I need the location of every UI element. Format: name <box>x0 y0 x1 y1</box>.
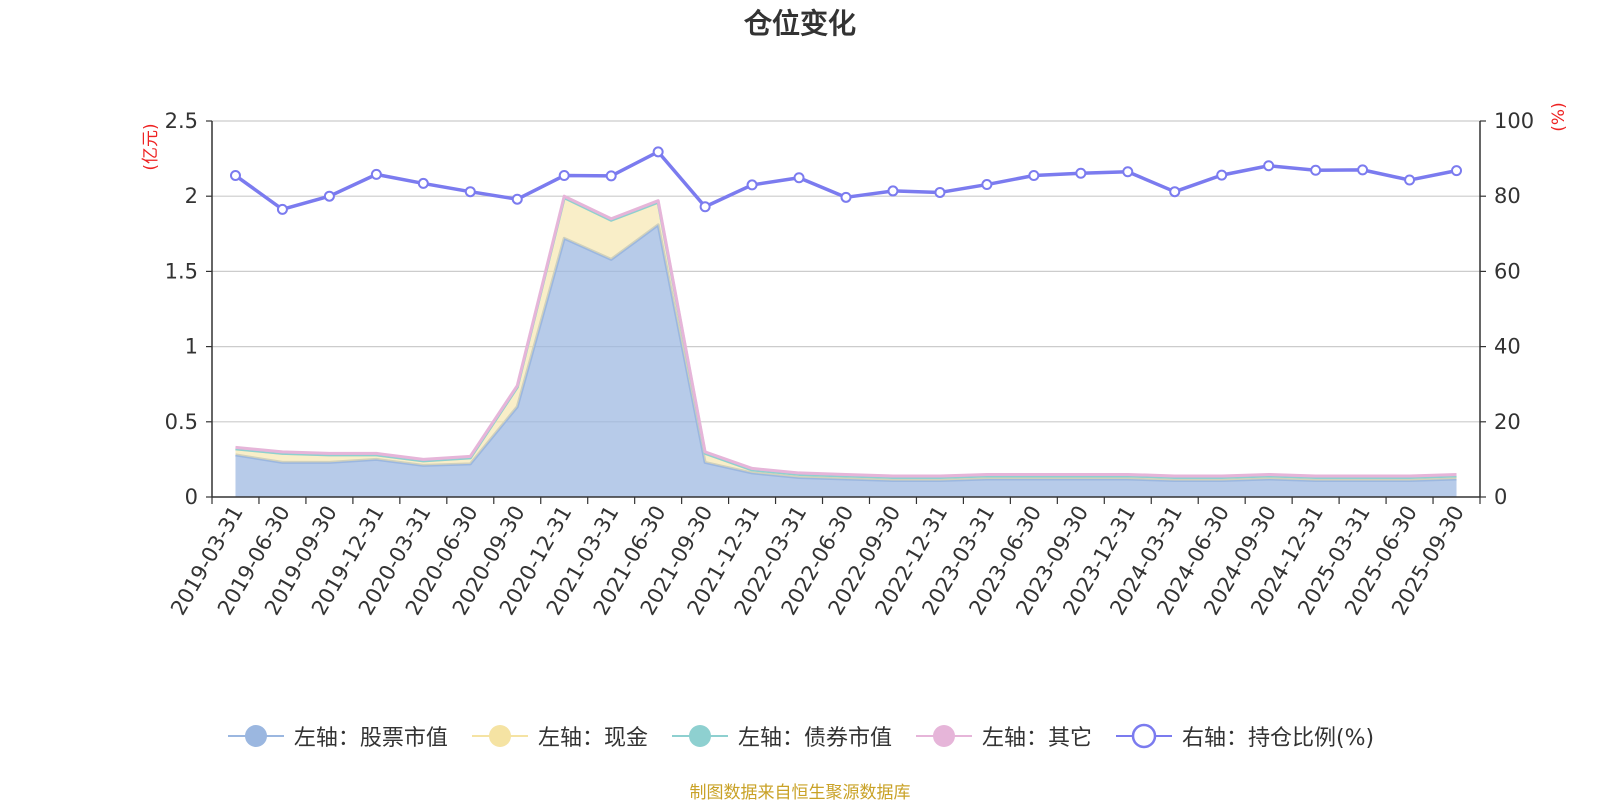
left-axis-tick-label: 2 <box>185 184 198 208</box>
line-point <box>558 170 570 182</box>
line-point <box>1310 164 1322 176</box>
legend-swatch <box>227 725 284 747</box>
line-point <box>887 185 899 197</box>
line-point <box>699 201 711 213</box>
area-3 <box>235 197 1457 478</box>
chart-svg: 00.511.522.5020406080100(亿元)(%)2019-03-3… <box>141 102 1569 619</box>
line-point <box>746 179 758 191</box>
area-line-3 <box>235 196 1457 479</box>
line-point <box>276 203 288 215</box>
legend-label: 左轴：债券市值 <box>737 726 892 751</box>
legend: 左轴：股票市值 左轴：现金 左轴：债券市值 左轴：其它 右轴：持仓比例(%) <box>0 720 1600 752</box>
legend-swatch <box>915 725 972 747</box>
legend-swatch <box>1115 723 1172 749</box>
line-point <box>840 191 852 203</box>
right-axis-tick-label: 60 <box>1494 259 1521 283</box>
line-point <box>981 179 993 191</box>
line-point <box>1404 174 1416 186</box>
left-axis-tick-label: 2.5 <box>165 109 198 133</box>
line-point <box>1216 169 1228 181</box>
line-point <box>1122 166 1134 178</box>
legend-label: 左轴：现金 <box>537 726 648 751</box>
legend-label: 左轴：股票市值 <box>293 726 448 751</box>
legend-swatch <box>671 725 728 747</box>
right-axis-tick-label: 100 <box>1494 109 1534 133</box>
line-point <box>1263 160 1275 172</box>
area-1 <box>235 224 1457 497</box>
area-line-2 <box>235 196 1457 479</box>
line-point <box>229 170 241 182</box>
area-2 <box>235 197 1457 481</box>
line-point <box>1075 167 1087 179</box>
line-point <box>323 190 335 202</box>
line-point <box>652 146 664 158</box>
line-point <box>1451 165 1463 177</box>
area-line-1 <box>235 223 1457 482</box>
area-4 <box>235 196 1457 478</box>
left-axis-tick-label: 1.5 <box>165 259 198 283</box>
left-axis-tick-label: 1 <box>185 335 198 359</box>
line-point <box>1028 170 1040 182</box>
left-axis-label: (亿元) <box>141 123 161 170</box>
line-point <box>793 172 805 184</box>
area-line-4 <box>235 194 1457 478</box>
line-point <box>1169 186 1181 198</box>
source-note: 制图数据来自恒生聚源数据库 <box>689 783 911 803</box>
left-axis-tick-label: 0.5 <box>165 410 198 434</box>
legend-label: 右轴：持仓比例(%) <box>1181 726 1375 751</box>
line-point <box>934 186 946 198</box>
legend-item[interactable]: 左轴：现金 <box>470 720 648 752</box>
right-axis-tick-label: 20 <box>1494 410 1521 434</box>
line-point <box>370 168 382 180</box>
right-axis-tick-label: 0 <box>1494 485 1507 509</box>
left-axis-tick-label: 0 <box>185 485 198 509</box>
line-point <box>1357 164 1369 176</box>
legend-label: 左轴：其它 <box>981 726 1092 751</box>
line-point <box>511 193 523 205</box>
right-axis-tick-label: 40 <box>1494 335 1521 359</box>
legend-item[interactable]: 左轴：其它 <box>914 720 1092 752</box>
line-point <box>605 170 617 182</box>
right-axis-label: (%) <box>1549 102 1569 131</box>
chart-title: 仓位变化 <box>743 7 856 40</box>
legend-item[interactable]: 右轴：持仓比例(%) <box>1114 720 1374 752</box>
legend-item[interactable]: 左轴：股票市值 <box>226 720 448 752</box>
legend-swatch <box>471 725 528 747</box>
line-point <box>464 186 476 198</box>
right-axis-tick-label: 80 <box>1494 184 1521 208</box>
line-point <box>417 177 429 189</box>
legend-item[interactable]: 左轴：债券市值 <box>670 720 892 752</box>
